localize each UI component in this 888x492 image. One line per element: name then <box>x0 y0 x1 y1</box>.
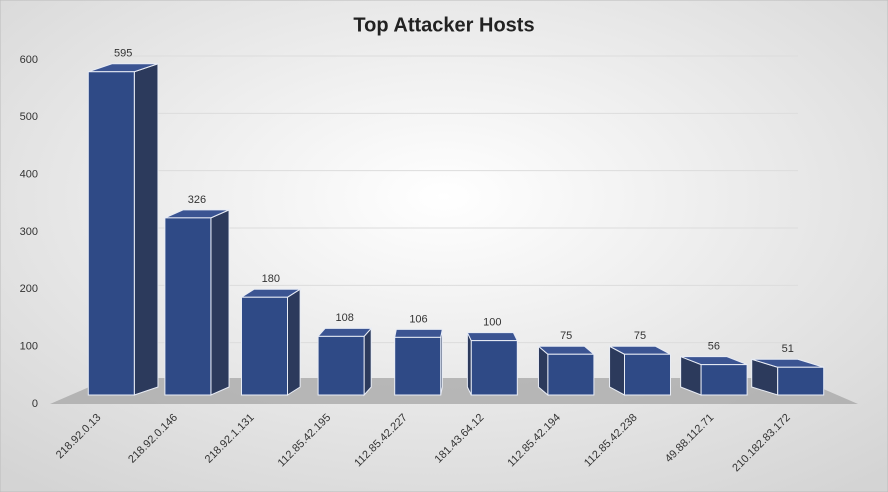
bar-front <box>547 353 595 396</box>
data-label: 595 <box>114 48 132 60</box>
bar-front <box>317 335 365 396</box>
y-tick-label: 300 <box>20 226 38 238</box>
y-tick-label: 0 <box>32 398 38 410</box>
bar <box>316 327 373 397</box>
y-tick-label: 400 <box>20 169 38 181</box>
data-label: 326 <box>188 194 206 206</box>
data-label: 180 <box>262 273 280 285</box>
y-tick-label: 500 <box>20 111 38 123</box>
bar-top <box>537 345 596 355</box>
bar <box>164 209 230 396</box>
bar <box>466 332 519 396</box>
y-tick-label: 100 <box>20 341 38 353</box>
bar-side <box>210 209 230 396</box>
bar <box>751 358 825 396</box>
data-label: 100 <box>483 317 501 329</box>
bar-front <box>470 340 518 396</box>
data-label: 75 <box>634 330 646 342</box>
bar <box>537 345 596 397</box>
bar <box>394 328 443 396</box>
data-label: 56 <box>708 340 720 352</box>
bar <box>680 355 748 396</box>
data-label: 75 <box>560 330 572 342</box>
bar-front <box>87 71 135 396</box>
bar <box>239 288 302 396</box>
y-tick-label: 600 <box>20 54 38 66</box>
bar-front <box>241 296 288 396</box>
bar <box>609 345 671 396</box>
bar-side <box>363 327 372 397</box>
bar-side <box>133 63 159 396</box>
bar-top <box>316 327 373 337</box>
bar-top <box>466 332 519 342</box>
chart-title: Top Attacker Hosts <box>353 14 534 36</box>
bar-top <box>394 328 443 338</box>
data-label: 108 <box>335 312 353 324</box>
bar <box>87 63 159 396</box>
y-tick-label: 200 <box>20 283 38 295</box>
bar-front <box>700 364 748 396</box>
bar-front <box>164 217 212 396</box>
bar-front <box>777 366 825 396</box>
data-label: 106 <box>409 313 427 325</box>
bar-side <box>466 332 472 396</box>
bar-front <box>624 353 671 396</box>
bar-front <box>394 336 442 396</box>
bar-side <box>287 288 301 396</box>
data-label: 51 <box>782 343 794 355</box>
